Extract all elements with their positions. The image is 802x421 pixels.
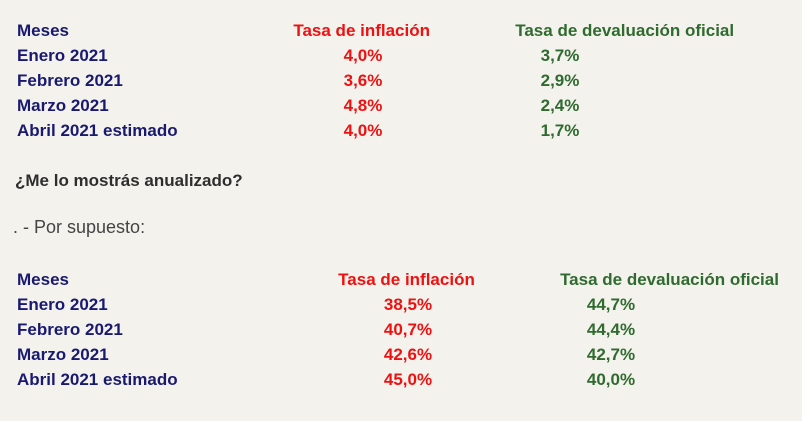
inflation-value: 4,0%	[343, 121, 383, 140]
answer-text: . - Por supuesto:	[13, 217, 146, 237]
annualized-rates-table: Meses Tasa de inflación Tasa de devaluac…	[0, 267, 802, 392]
table-row: Febrero 2021 3,6% 2,9%	[0, 68, 802, 93]
table-row: Enero 2021 38,5% 44,7%	[0, 292, 802, 317]
monthly-rates-table: Meses Tasa de inflación Tasa de devaluac…	[0, 18, 802, 143]
months-column-header: Meses	[17, 270, 69, 289]
devaluation-value: 44,7%	[586, 295, 636, 314]
months-column-header: Meses	[17, 21, 69, 40]
inflation-value: 42,6%	[383, 345, 433, 364]
inflation-column-header: Tasa de inflación	[293, 21, 431, 40]
question-text: ¿Me lo mostrás anualizado?	[15, 171, 243, 190]
inflation-column-header: Tasa de inflación	[338, 270, 475, 289]
table-row: Abril 2021 estimado 4,0% 1,7%	[0, 118, 802, 143]
devaluation-value: 2,4%	[540, 96, 580, 115]
table-row: Marzo 2021 4,8% 2,4%	[0, 93, 802, 118]
devaluation-column-header: Tasa de devaluación oficial	[515, 21, 735, 40]
month-label: Abril 2021 estimado	[17, 121, 178, 140]
table-row: Marzo 2021 42,6% 42,7%	[0, 342, 802, 367]
devaluation-value: 40,0%	[586, 370, 636, 389]
month-label: Febrero 2021	[17, 71, 123, 90]
table-row: Abril 2021 estimado 45,0% 40,0%	[0, 367, 802, 392]
devaluation-value: 2,9%	[540, 71, 580, 90]
month-label: Marzo 2021	[17, 96, 109, 115]
table-header-row: Meses Tasa de inflación Tasa de devaluac…	[0, 267, 802, 292]
devaluation-value: 1,7%	[540, 121, 580, 140]
table-header-row: Meses Tasa de inflación Tasa de devaluac…	[0, 18, 802, 43]
month-label: Enero 2021	[17, 46, 108, 65]
table-row: Enero 2021 4,0% 3,7%	[0, 43, 802, 68]
inflation-value: 40,7%	[383, 320, 433, 339]
devaluation-value: 3,7%	[540, 46, 580, 65]
month-label: Febrero 2021	[17, 320, 123, 339]
inflation-value: 4,0%	[343, 46, 383, 65]
inflation-value: 38,5%	[383, 295, 433, 314]
inflation-value: 3,6%	[343, 71, 383, 90]
devaluation-column-header: Tasa de devaluación oficial	[560, 270, 779, 289]
month-label: Marzo 2021	[17, 345, 109, 364]
month-label: Abril 2021 estimado	[17, 370, 178, 389]
inflation-value: 4,8%	[343, 96, 383, 115]
month-label: Enero 2021	[17, 295, 108, 314]
table-row: Febrero 2021 40,7% 44,4%	[0, 317, 802, 342]
devaluation-value: 44,4%	[586, 320, 636, 339]
devaluation-value: 42,7%	[586, 345, 636, 364]
inflation-value: 45,0%	[383, 370, 433, 389]
